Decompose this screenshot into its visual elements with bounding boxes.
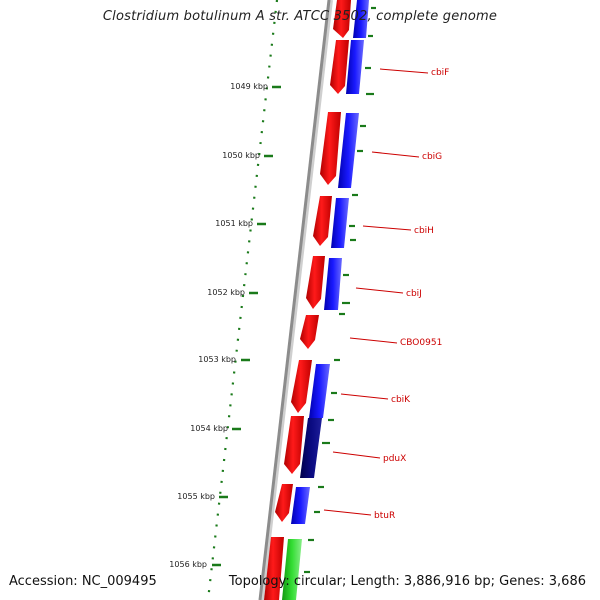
gene-cog-top-blue[interactable] [353, 0, 369, 38]
svg-text:pduX: pduX [383, 454, 406, 464]
ruler-dotted-track [206, 0, 279, 600]
ruler-label-1051: 1051 kbp [215, 219, 253, 228]
ruler-label-1055: 1055 kbp [177, 492, 215, 501]
gene-cog-pduX[interactable] [300, 418, 322, 478]
ruler-label-1053: 1053 kbp [198, 355, 236, 364]
gene-arrow-cbiH[interactable] [313, 196, 332, 246]
backbone [258, 0, 331, 600]
gene-cog-cbiJ[interactable] [324, 258, 342, 310]
svg-text:btuR: btuR [374, 511, 395, 521]
gene-label-cbiJ[interactable]: cbiJ [355, 287, 422, 299]
svg-text:cbiJ: cbiJ [406, 289, 422, 299]
gene-arrow-cbiK[interactable] [291, 360, 312, 413]
accession-label: Accession: NC_009495 [9, 574, 157, 589]
ruler-label-1049: 1049 kbp [230, 82, 268, 91]
gene-cog-cbiH[interactable] [331, 198, 349, 248]
gene-label-CBO0951[interactable]: CBO0951 [349, 337, 442, 348]
gene-label-cbiG[interactable]: cbiG [371, 151, 442, 162]
map-title: Clostridium botulinum A str. ATCC 3502, … [102, 9, 498, 24]
gene-label-cbiK[interactable]: cbiK [340, 393, 411, 405]
outer-dotted-track [304, 6, 376, 574]
svg-text:cbiH: cbiH [414, 226, 434, 236]
gene-label-btuR[interactable]: btuR [323, 509, 395, 521]
backbone-shadow [260, 0, 333, 600]
ruler-label-1050: 1050 kbp [222, 151, 260, 160]
gene-arrow-CBO0951[interactable] [300, 315, 319, 349]
ruler-label-1056: 1056 kbp [169, 560, 207, 569]
gene-arrow-cbiJ[interactable] [306, 256, 325, 309]
svg-text:cbiF: cbiF [431, 68, 449, 78]
gene-cog-bottom-green[interactable] [282, 539, 302, 600]
gene-arrow-top-red[interactable] [333, 0, 351, 38]
svg-text:cbiK: cbiK [391, 395, 411, 405]
gene-cog-cbiG[interactable] [338, 113, 359, 188]
ruler-label-1052: 1052 kbp [207, 288, 245, 297]
gene-cog-cbiF[interactable] [346, 40, 364, 94]
genome-summary: Topology: circular; Length: 3,886,916 bp… [228, 574, 586, 589]
gene-arrow-cbiG[interactable] [320, 112, 341, 185]
gene-cog-btuR[interactable] [291, 487, 310, 524]
gene-arrow-cbiF[interactable] [330, 40, 349, 94]
gene-label-cbiH[interactable]: cbiH [362, 225, 434, 236]
gene-arrow-bottom-red[interactable] [264, 537, 284, 600]
svg-text:cbiG: cbiG [422, 152, 442, 162]
gene-label-pduX[interactable]: pduX [332, 451, 406, 464]
gene-arrow-pduX[interactable] [284, 416, 304, 474]
ruler-label-1054: 1054 kbp [190, 424, 228, 433]
gene-arrow-btuR[interactable] [275, 484, 293, 522]
svg-text:CBO0951: CBO0951 [400, 338, 442, 348]
gene-label-cbiF[interactable]: cbiF [379, 68, 449, 78]
gene-cog-cbiK[interactable] [309, 364, 330, 418]
